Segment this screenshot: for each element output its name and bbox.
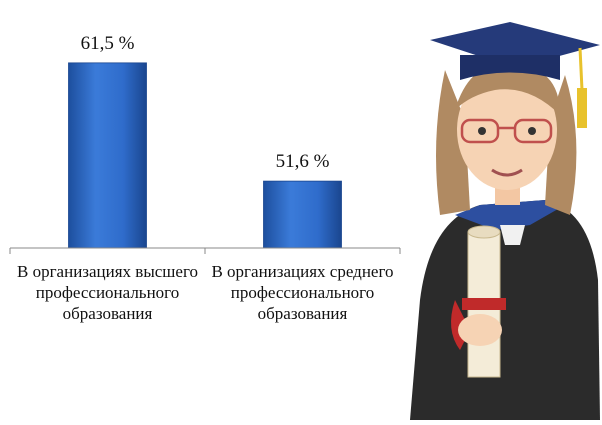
value-label: 61,5 % — [81, 33, 135, 54]
category-label: В организациях высшего профессионального… — [13, 261, 203, 324]
chart: 61,5 % 51,6 % — [0, 0, 602, 425]
bar — [264, 181, 342, 248]
eye — [478, 127, 486, 135]
bar — [69, 63, 147, 248]
tassel-cord — [580, 48, 582, 90]
tassel — [577, 88, 587, 128]
hand — [458, 314, 502, 346]
page: 61,5 % 51,6 % В организациях высшего проф… — [0, 0, 602, 425]
value-label: 51,6 % — [276, 151, 330, 172]
ribbon — [462, 298, 506, 310]
diploma-end — [468, 226, 500, 238]
eye — [528, 127, 536, 135]
graduate-illustration — [410, 22, 600, 420]
category-label: В организациях среднего профессиональног… — [208, 261, 398, 324]
